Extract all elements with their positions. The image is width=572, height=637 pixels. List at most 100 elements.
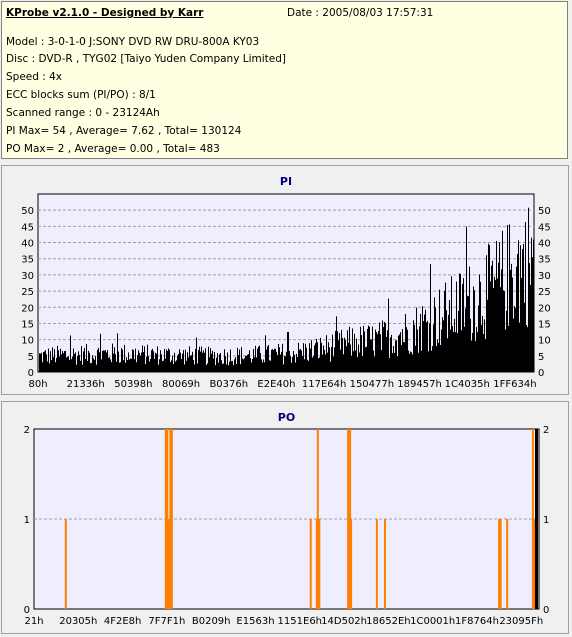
pi-bar [499, 242, 500, 372]
pi-bar [265, 335, 266, 372]
pi-bar [153, 351, 154, 372]
pi-bar [383, 327, 384, 372]
x-tick-label: 18652Eh [366, 616, 410, 627]
y-tick-label-right: 35 [538, 255, 551, 266]
pi-bar [468, 296, 469, 372]
pi-bar [461, 330, 462, 372]
pi-bar [425, 309, 426, 372]
pi-bar [41, 352, 42, 372]
pi-bar [245, 355, 246, 372]
po-spike [167, 519, 170, 609]
pi-bar [127, 360, 128, 372]
pi-bar [370, 339, 371, 372]
pi-bar [103, 350, 104, 372]
pi-bar [387, 330, 388, 372]
range-line: Scanned range : 0 - 23124Ah [6, 107, 160, 119]
pi-bar [371, 339, 372, 372]
pi-bar [502, 230, 503, 372]
pi-bar [179, 349, 180, 372]
pi-bar [520, 245, 521, 372]
pi-bar [264, 362, 265, 372]
pi-bar [246, 355, 247, 372]
pi-bar [424, 314, 425, 372]
pi-bar [480, 281, 481, 372]
pi-bar [417, 329, 418, 372]
pi-bar [247, 354, 248, 372]
pi-bar [109, 357, 110, 372]
pi-bar [316, 338, 317, 372]
pi-bar [239, 349, 240, 372]
pi-bar [288, 331, 289, 372]
pi-bar [226, 364, 227, 372]
pi-bar [407, 329, 408, 372]
pi-bar [237, 347, 238, 372]
pi-bar [495, 280, 496, 372]
pi-bar [366, 346, 367, 372]
y-tick-label-right: 0 [538, 368, 544, 379]
pi-bar [207, 363, 208, 372]
po-spike [498, 519, 501, 609]
pi-bar [166, 349, 167, 372]
pi-bar [456, 281, 457, 372]
pi-bar [392, 353, 393, 372]
y-tick-label-right: 15 [538, 319, 551, 330]
pi-bar [516, 266, 517, 372]
pi-bar [243, 359, 244, 372]
pi-bar [380, 334, 381, 372]
pi-bar [258, 346, 259, 372]
pi-bar [372, 326, 373, 372]
x-tick-label: 1F8764h [455, 616, 499, 627]
po-spike [533, 519, 536, 609]
pi-bar [195, 348, 196, 372]
pi-bar [511, 263, 512, 372]
pi-bar [474, 290, 475, 372]
pi-bar [80, 360, 81, 372]
pi-bar [473, 286, 474, 372]
pi-bar [492, 260, 493, 372]
pi-bar [391, 334, 392, 372]
pi-bar [312, 357, 313, 372]
pi-bar [191, 355, 192, 372]
pi-bar [298, 342, 299, 372]
pi-bar [404, 342, 405, 372]
x-tick-label: B0376h [209, 379, 248, 390]
pi-bar [79, 354, 80, 372]
po-spike [170, 429, 173, 609]
pi-bar [484, 319, 485, 372]
pi-bar [437, 339, 438, 372]
pi-bar [321, 342, 322, 372]
y-tick-label-right: 40 [538, 239, 551, 250]
pi-bar [470, 318, 471, 372]
pi-bar [360, 326, 361, 372]
pi-bar [406, 327, 407, 372]
pi-bar [335, 330, 336, 372]
po-spike [375, 519, 378, 609]
pi-bar [248, 354, 249, 372]
pi-bar [397, 356, 398, 372]
pi-bar [107, 350, 108, 372]
pi-bar [253, 349, 254, 372]
pi-bar [448, 314, 449, 372]
pi-bar [333, 356, 334, 372]
pi-bar [102, 350, 103, 372]
pi-bar [353, 351, 354, 372]
pi-bar [431, 350, 432, 372]
pi-bar [454, 318, 455, 372]
pi-bar [240, 364, 241, 372]
pi-bar [204, 352, 205, 372]
pi-bar [73, 348, 74, 372]
pi-bar [447, 338, 448, 372]
pi-bar [140, 355, 141, 372]
y-tick-label-left: 40 [21, 239, 34, 250]
pi-bar [75, 352, 76, 372]
pi-bar [500, 287, 501, 372]
pi-bar [402, 329, 403, 372]
x-tick-label: 1151E6h [278, 616, 322, 627]
pi-bar [375, 329, 376, 372]
x-tick-label: 7F7F1h [148, 616, 185, 627]
pi-bar [160, 350, 161, 372]
pi-bar [515, 307, 516, 372]
pi-bar [472, 332, 473, 372]
pi-bar [78, 351, 79, 372]
po-spike [64, 519, 67, 609]
